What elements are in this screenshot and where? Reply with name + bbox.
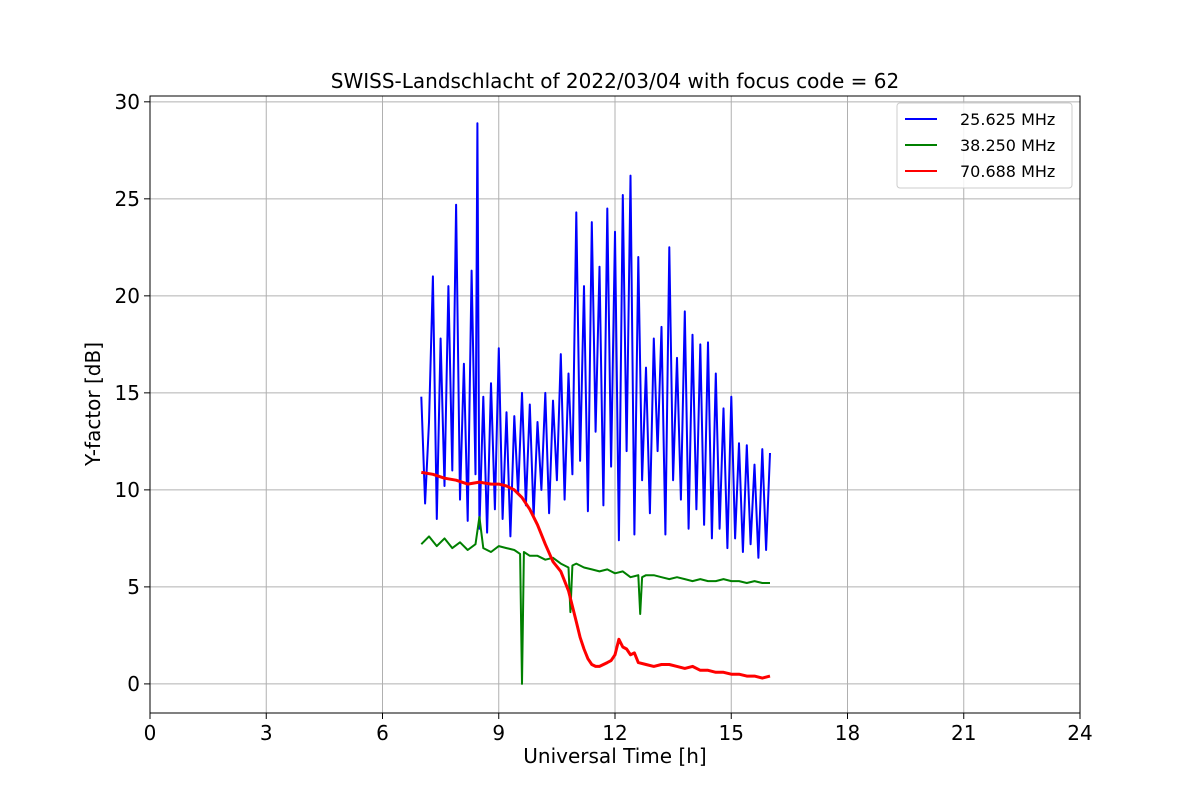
series-line-2	[420, 516, 770, 685]
x-tick-label: 24	[1067, 721, 1092, 745]
legend-label: 25.625 MHz	[960, 110, 1055, 129]
x-tick-label: 0	[144, 721, 157, 745]
y-tick-label: 10	[115, 478, 140, 502]
legend-label: 70.688 MHz	[960, 162, 1055, 181]
legend-box	[896, 102, 1073, 189]
y-tick-label: 0	[127, 672, 140, 696]
legend: 25.625 MHz 38.250 MHz 70.688 MHz	[896, 102, 1073, 189]
legend-label: 38.250 MHz	[960, 136, 1055, 155]
x-tick-label: 15	[719, 721, 744, 745]
y-tick-label: 20	[115, 284, 140, 308]
y-tick-label: 15	[115, 381, 140, 405]
x-tick-label: 6	[376, 721, 389, 745]
y-axis-label: Y-factor [dB]	[81, 342, 105, 467]
x-tick-label: 9	[492, 721, 505, 745]
x-tick-label: 12	[602, 721, 627, 745]
chart-title: SWISS-Landschlacht of 2022/03/04 with fo…	[331, 69, 899, 93]
y-tick-label: 30	[115, 90, 140, 114]
series-line-1	[420, 122, 771, 559]
y-tick-label: 25	[115, 187, 140, 211]
x-axis-label: Universal Time [h]	[523, 744, 706, 768]
series-lines	[420, 122, 771, 685]
x-tick-label: 3	[260, 721, 273, 745]
y-tick-label: 5	[127, 575, 140, 599]
x-tick-label: 21	[951, 721, 976, 745]
axis-ticks: 0 3 6 9 12 15 18 21 24 0 5 10 15 20 25 30	[115, 90, 1093, 745]
series-line-3	[421, 470, 771, 680]
x-tick-label: 18	[835, 721, 860, 745]
